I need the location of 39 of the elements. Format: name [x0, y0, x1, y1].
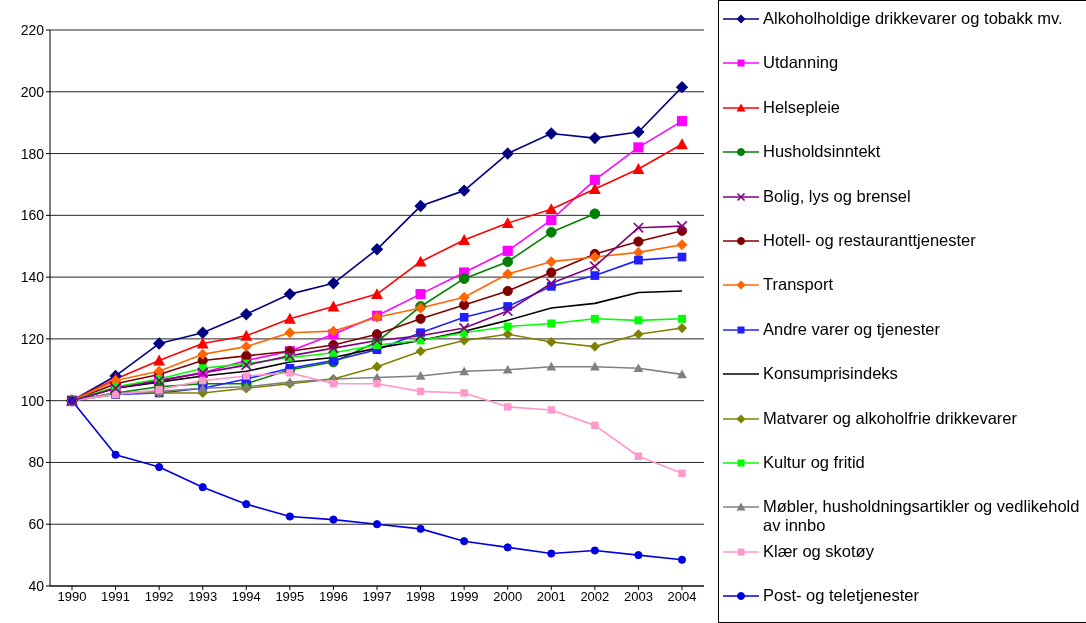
legend-label: Husholdsinntekt	[763, 142, 882, 162]
x-tick-label: 1991	[101, 589, 131, 605]
x-tick-label: 1990	[57, 589, 87, 605]
x-tick-label: 1995	[275, 589, 305, 605]
x-tick-label: 1994	[231, 589, 261, 605]
y-tick-label: 40	[28, 577, 45, 594]
x-tick-label: 1996	[318, 589, 348, 605]
x-tick-label: 2004	[667, 589, 697, 605]
legend-label: Utdanning	[763, 53, 840, 73]
legend-label: Bolig, lys og brensel	[763, 186, 912, 206]
legend-label: Møbler, husholdningsartikler og vedlikehold av innbo	[763, 497, 1081, 536]
y-tick-label: 80	[28, 454, 45, 471]
x-tick-label: 1997	[362, 589, 392, 605]
x-tick-label: 1998	[406, 589, 436, 605]
legend-label: Transport	[763, 275, 834, 295]
y-tick-label: 100	[20, 392, 45, 409]
legend-label: Alkoholholdige drikkevarer og tobakk mv.	[763, 9, 1064, 28]
legend-label: Klær og skotøy	[763, 541, 875, 561]
legend-label: Matvarer og alkoholfrie drikkevarer	[763, 408, 1019, 428]
y-tick-label: 120	[20, 330, 45, 347]
x-tick-label: 2000	[493, 589, 523, 605]
x-tick-label: 2001	[536, 589, 566, 605]
x-tick-label: 2002	[580, 589, 610, 605]
x-tick-label: 1992	[144, 589, 174, 605]
legend-label: Helsepleie	[763, 97, 842, 117]
x-tick-label: 1993	[188, 589, 218, 605]
legend-label: Kultur og fritid	[763, 453, 866, 472]
legend-label: Hotell- og restauranttjenester	[763, 231, 977, 250]
y-tick-label: 140	[20, 269, 45, 286]
x-tick-label: 1999	[449, 589, 479, 605]
y-tick-label: 180	[20, 145, 45, 162]
legend-label: Konsumprisindeks	[763, 364, 899, 384]
legend-label: Post- og teletjenester	[763, 586, 920, 606]
y-tick-label: 220	[20, 21, 45, 38]
x-tick-label: 2003	[623, 589, 653, 605]
y-tick-label: 200	[20, 83, 45, 100]
y-tick-label: 60	[28, 516, 45, 533]
y-tick-label: 160	[20, 207, 45, 224]
legend-label: Andre varer og tjenester	[763, 319, 941, 339]
